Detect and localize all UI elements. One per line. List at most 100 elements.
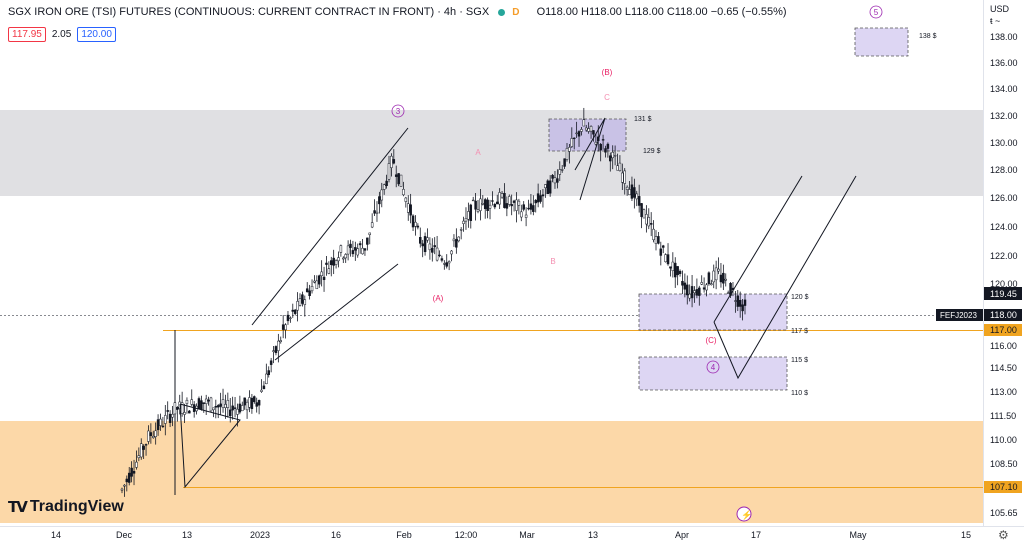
target-box-120[interactable] (638, 293, 788, 331)
candle-body (551, 174, 554, 179)
price-axis-currency[interactable]: USD (990, 4, 1010, 14)
candle-body (548, 180, 552, 194)
candle-body (584, 127, 588, 131)
tradingview-logo[interactable]: 𝗧𝗩 TradingView (8, 498, 124, 516)
candle-body (423, 236, 427, 253)
candle-body (601, 139, 605, 141)
price-axis[interactable]: USD ŧ ~ 138.00 136.00 134.00 132.00 130.00 12… (990, 4, 1018, 518)
channel-lower[interactable] (274, 263, 399, 361)
candle-body (161, 425, 165, 428)
candle-body (139, 443, 143, 458)
candle-body (200, 400, 203, 410)
candle-body (257, 400, 261, 406)
symbol-tag-label: FEFJ2023 (940, 311, 977, 320)
candle-body (469, 204, 473, 222)
projection-path[interactable] (713, 175, 857, 380)
candle-body (724, 278, 728, 281)
target-box-115[interactable] (638, 356, 788, 391)
current-price-label: 119.45 (990, 289, 1017, 299)
candle-body (202, 402, 206, 404)
candle-body (272, 350, 275, 352)
wave-4-label: 4 (711, 363, 716, 372)
candle-body (317, 275, 321, 285)
wedge-c[interactable] (574, 117, 606, 201)
time-tick: 14 (51, 530, 61, 540)
candle-body (363, 248, 367, 251)
candle-body (541, 194, 545, 197)
wave-5-circle (869, 5, 883, 19)
hline-107-label: 107.10 (990, 482, 1018, 492)
candle-body (293, 309, 297, 314)
candle-body (736, 295, 740, 307)
candle-body (224, 404, 227, 408)
time-tick: Feb (396, 530, 412, 540)
symbol-title[interactable]: SGX IRON ORE (TSI) FUTURES (CONTINUOUS: … (8, 6, 490, 18)
price-tick: 116.00 (990, 341, 1017, 351)
candle-body (402, 189, 405, 196)
candle-body (354, 247, 357, 251)
candle-body (726, 292, 730, 294)
projection-alt[interactable] (713, 175, 803, 323)
candle-body (455, 239, 458, 248)
spread-value: 2.05 (51, 29, 72, 40)
candle-body (495, 201, 499, 205)
target-box-138[interactable] (854, 27, 909, 57)
candle-body (308, 290, 311, 296)
time-axis[interactable]: 14 Dec 13 2023 16 Feb 12:00 Mar 13 Apr 17 May 15 (51, 530, 971, 540)
tv-logo-icon: 𝗧𝗩 (8, 499, 28, 516)
candle-body (356, 248, 359, 256)
candle-body (676, 266, 679, 276)
candle-body (281, 324, 285, 330)
candle-body (361, 247, 364, 255)
target-box-131[interactable] (548, 118, 627, 152)
candle-body (284, 324, 287, 331)
candle-body (291, 309, 295, 312)
candle-body (524, 214, 528, 218)
candle-body (431, 247, 434, 253)
lightning-icon[interactable] (736, 506, 752, 522)
candle-body (322, 276, 326, 280)
candle-body (149, 432, 153, 437)
settings-gear-icon[interactable]: ⚙ (998, 528, 1009, 542)
candle-body (498, 192, 501, 205)
channel-upper[interactable] (251, 127, 409, 326)
wave-c-label: C (604, 93, 610, 102)
candle-body (693, 290, 696, 294)
candle-body (214, 406, 218, 408)
candle-body (637, 196, 641, 206)
time-tick: May (849, 530, 867, 540)
candle-body (686, 284, 689, 296)
candle-body (534, 199, 537, 204)
candle-body (536, 193, 540, 203)
candle-body (310, 286, 314, 292)
candle-body (500, 193, 504, 198)
logo-text: TradingView (29, 498, 124, 515)
candle-body (238, 403, 242, 413)
candle-body (452, 238, 456, 242)
candle-body (527, 207, 530, 210)
triangle-pattern[interactable] (179, 403, 241, 489)
candle-body (127, 472, 131, 483)
candle-body (604, 148, 607, 153)
candle-body (404, 197, 408, 202)
price-tick: 124.00 (990, 222, 1018, 232)
candle-body (678, 270, 682, 274)
candle-body (568, 147, 571, 152)
wave-b-label: B (550, 257, 555, 266)
time-tick: 13 (182, 530, 192, 540)
candle-body (652, 228, 655, 241)
wave-5-label: 5 (874, 8, 879, 17)
candle-body (325, 262, 328, 265)
candle-body (375, 211, 379, 214)
candle-body (515, 199, 518, 211)
candle-body (635, 193, 639, 200)
buy-button[interactable]: 120.00 (77, 27, 116, 42)
trendlines[interactable] (179, 117, 857, 489)
sell-button[interactable]: 117.95 (8, 27, 46, 42)
candle-body (582, 119, 586, 127)
candle-body (510, 204, 513, 207)
candles-group (120, 107, 747, 497)
candle-body (467, 211, 470, 220)
candle-body (488, 204, 492, 209)
